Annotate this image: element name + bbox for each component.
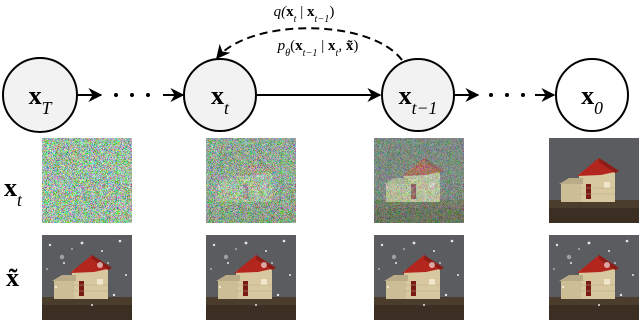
node: xt bbox=[183, 58, 257, 132]
clean-image bbox=[549, 138, 639, 223]
noisy-image bbox=[42, 138, 132, 223]
forward-label: q(xt | xt−1) bbox=[274, 4, 335, 25]
node-label: xt−1 bbox=[399, 81, 438, 118]
row-label: xt bbox=[4, 173, 23, 210]
row-label: x̃ bbox=[6, 263, 19, 292]
ellipsis bbox=[114, 93, 525, 97]
degraded-image bbox=[374, 235, 464, 320]
node: xT bbox=[2, 57, 78, 133]
forward-arrow bbox=[216, 27, 403, 61]
node: x0 bbox=[555, 58, 629, 132]
degraded-image bbox=[206, 235, 296, 320]
node-label: xt bbox=[211, 81, 230, 118]
node-label: x0 bbox=[581, 81, 603, 118]
degraded-image bbox=[42, 235, 132, 320]
noisy-image bbox=[374, 138, 464, 223]
reverse-label: pθ(xt−1 | xt, x̃) bbox=[277, 38, 359, 59]
node-label: xT bbox=[29, 81, 53, 118]
degraded-image bbox=[549, 235, 639, 320]
node: xt−1 bbox=[381, 58, 455, 132]
noisy-image bbox=[206, 138, 296, 223]
